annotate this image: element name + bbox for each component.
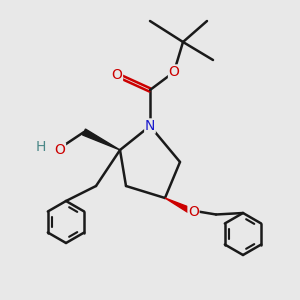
Polygon shape [165,198,190,212]
Text: O: O [188,205,199,218]
Text: N: N [145,119,155,133]
Polygon shape [82,129,120,150]
Text: O: O [55,143,65,157]
Text: O: O [169,65,179,79]
Text: H: H [35,140,46,154]
Text: O: O [112,68,122,82]
